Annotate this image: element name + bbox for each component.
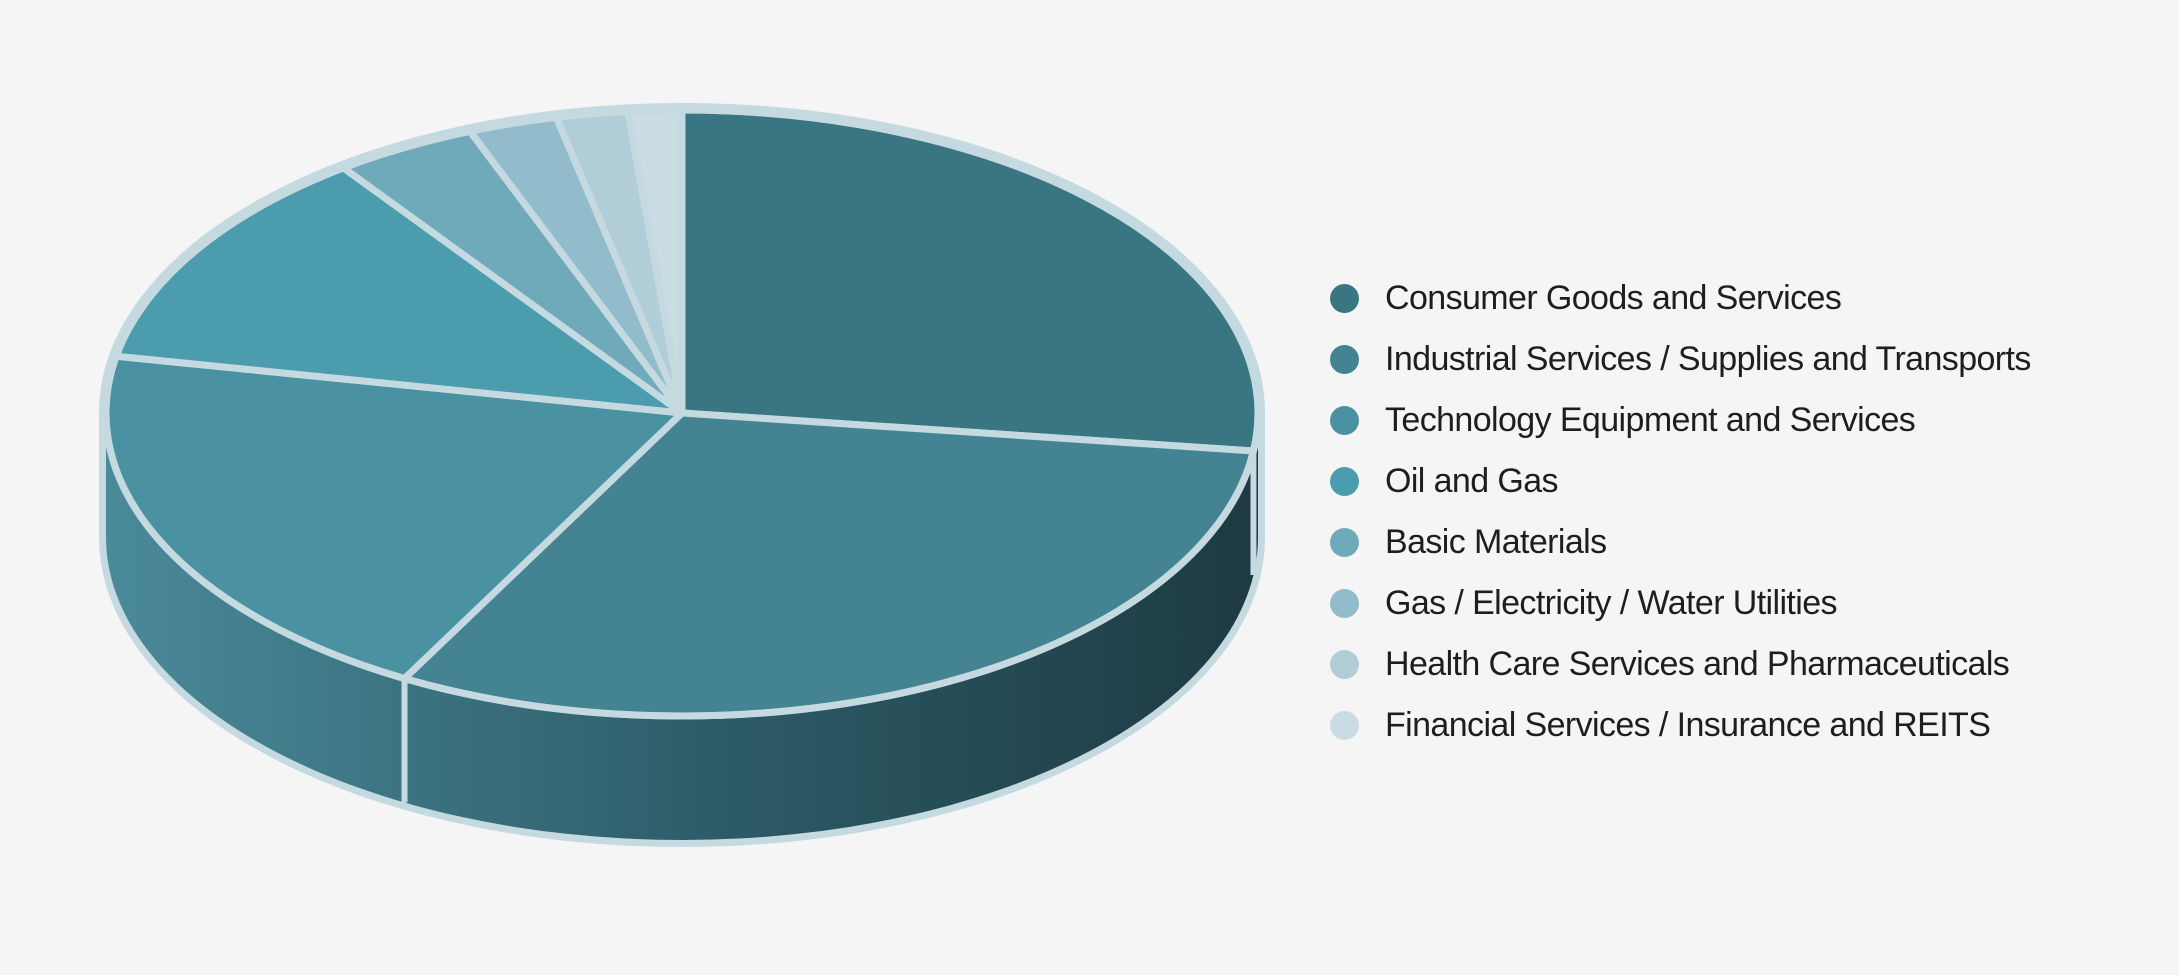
legend-label: Basic Materials <box>1385 523 1607 561</box>
legend-label: Gas / Electricity / Water Utilities <box>1385 584 1838 622</box>
legend-item: Oil and Gas <box>1330 451 2031 512</box>
legend-item: Industrial Services / Supplies and Trans… <box>1330 329 2031 390</box>
legend-item: Health Care Services and Pharmaceuticals <box>1330 634 2031 695</box>
legend-swatch <box>1330 528 1359 557</box>
legend-label: Oil and Gas <box>1385 462 1559 500</box>
legend-swatch <box>1330 406 1359 435</box>
pie-side-seams <box>401 450 1257 803</box>
pie-slices <box>102 106 1262 720</box>
legend: Consumer Goods and Services Industrial Se… <box>1330 268 2031 756</box>
pie-side-wall <box>106 413 1258 840</box>
legend-item: Financial Services / Insurance and REITS <box>1330 695 2031 756</box>
legend-label: Consumer Goods and Services <box>1385 279 1842 317</box>
legend-swatch <box>1330 467 1359 496</box>
legend-swatch <box>1330 711 1359 740</box>
legend-item: Basic Materials <box>1330 512 2031 573</box>
legend-swatch <box>1330 284 1359 313</box>
legend-item: Gas / Electricity / Water Utilities <box>1330 573 2031 634</box>
legend-swatch <box>1330 650 1359 679</box>
legend-item: Consumer Goods and Services <box>1330 268 2031 329</box>
legend-swatch <box>1330 589 1359 618</box>
legend-label: Financial Services / Insurance and REITS <box>1385 706 1991 744</box>
legend-swatch <box>1330 345 1359 374</box>
legend-label: Health Care Services and Pharmaceuticals <box>1385 645 2010 683</box>
pie-top-rim <box>102 106 1262 720</box>
legend-label: Industrial Services / Supplies and Trans… <box>1385 340 2031 378</box>
legend-label: Technology Equipment and Services <box>1385 401 1916 439</box>
legend-item: Technology Equipment and Services <box>1330 390 2031 451</box>
pie-slice-1 <box>678 106 1262 455</box>
